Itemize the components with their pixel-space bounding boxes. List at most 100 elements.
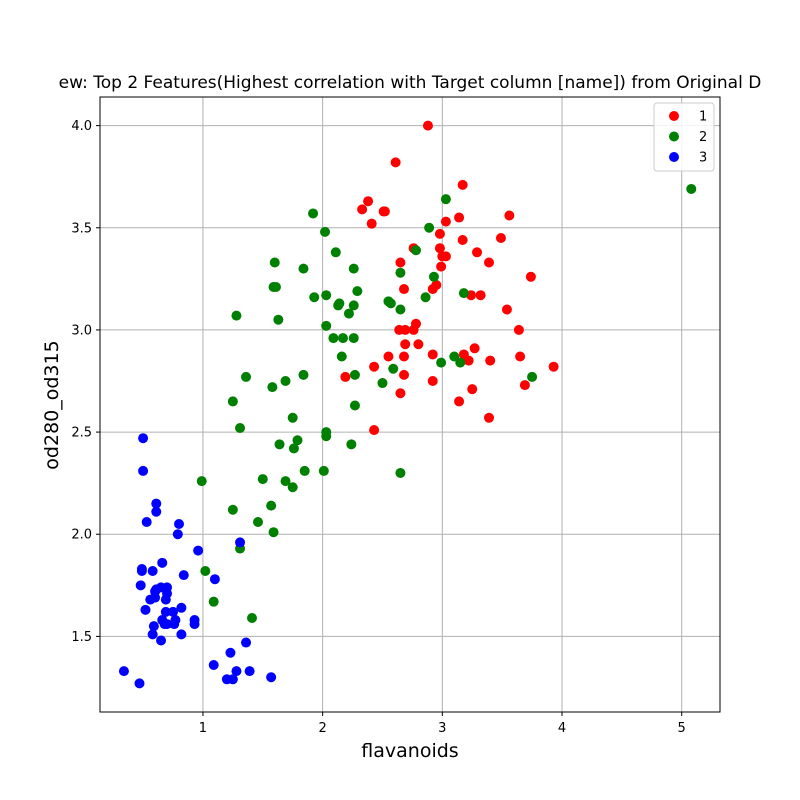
data-point-class-1 xyxy=(399,284,410,295)
data-point-class-2 xyxy=(267,382,278,393)
data-point-class-2 xyxy=(280,476,291,487)
data-point-class-1 xyxy=(399,369,410,380)
legend-marker-1 xyxy=(669,111,679,121)
data-point-class-2 xyxy=(252,516,263,527)
data-point-class-2 xyxy=(348,300,359,311)
y-tick-label: 1.5 xyxy=(71,630,92,645)
data-point-class-3 xyxy=(266,672,277,683)
data-point-class-1 xyxy=(363,196,374,207)
data-point-class-2 xyxy=(274,439,285,450)
data-point-class-2 xyxy=(410,245,421,256)
data-point-class-1 xyxy=(369,361,380,372)
data-point-class-2 xyxy=(235,422,246,433)
data-point-class-2 xyxy=(385,298,396,309)
data-point-class-3 xyxy=(178,570,189,581)
data-point-class-2 xyxy=(280,376,291,387)
data-point-class-1 xyxy=(495,232,506,243)
data-point-class-3 xyxy=(138,433,149,444)
data-point-class-3 xyxy=(176,629,187,640)
data-point-class-2 xyxy=(273,314,284,325)
data-point-class-2 xyxy=(309,292,320,303)
data-point-class-2 xyxy=(449,351,460,362)
data-point-class-3 xyxy=(147,629,158,640)
data-point-class-1 xyxy=(457,179,468,190)
x-tick-label: 1 xyxy=(199,721,207,736)
data-point-class-1 xyxy=(467,384,478,395)
data-point-class-3 xyxy=(135,580,146,591)
data-point-class-3 xyxy=(244,666,255,677)
legend-box xyxy=(653,102,715,172)
data-point-class-2 xyxy=(337,333,348,344)
data-point-class-2 xyxy=(328,333,339,344)
legend-label-2: 2 xyxy=(699,130,707,145)
data-points xyxy=(118,120,697,689)
data-point-class-1 xyxy=(422,120,433,131)
data-point-class-2 xyxy=(343,308,354,319)
data-point-class-2 xyxy=(436,357,447,368)
data-point-class-1 xyxy=(408,324,419,335)
data-point-class-1 xyxy=(366,218,377,229)
y-tick-label: 4.0 xyxy=(71,119,92,134)
data-point-class-1 xyxy=(548,361,559,372)
y-tick-label: 2.5 xyxy=(71,426,92,441)
data-point-class-1 xyxy=(504,210,515,221)
legend-marker-2 xyxy=(669,131,679,142)
data-point-class-3 xyxy=(208,660,219,671)
data-point-class-2 xyxy=(395,467,406,478)
data-point-class-2 xyxy=(458,288,469,299)
data-point-class-2 xyxy=(348,263,359,274)
x-tick-label: 3 xyxy=(438,721,446,736)
data-point-class-2 xyxy=(336,351,347,362)
data-point-class-3 xyxy=(209,574,220,585)
data-point-class-2 xyxy=(348,333,359,344)
data-point-class-2 xyxy=(420,292,431,303)
data-point-class-2 xyxy=(298,263,309,274)
x-tick-label: 5 xyxy=(678,721,686,736)
chart-title: ew: Top 2 Features(Highest correlation w… xyxy=(59,73,762,93)
data-point-class-1 xyxy=(501,304,512,315)
data-point-class-3 xyxy=(225,647,236,658)
data-point-class-2 xyxy=(269,257,280,268)
data-point-class-2 xyxy=(428,271,439,282)
data-point-class-3 xyxy=(231,666,242,677)
data-point-class-3 xyxy=(241,637,252,648)
data-point-class-2 xyxy=(227,396,238,407)
data-point-class-2 xyxy=(395,304,406,315)
data-point-class-3 xyxy=(168,606,179,617)
data-point-class-3 xyxy=(118,666,129,677)
data-point-class-2 xyxy=(308,208,319,219)
data-point-class-3 xyxy=(189,619,200,630)
data-point-class-3 xyxy=(151,506,162,517)
data-point-class-1 xyxy=(519,380,530,391)
data-point-class-3 xyxy=(173,519,184,530)
data-point-class-3 xyxy=(136,566,147,577)
data-point-class-2 xyxy=(321,431,332,442)
data-point-class-1 xyxy=(472,247,483,258)
data-point-class-2 xyxy=(266,500,277,511)
data-point-class-2 xyxy=(321,320,332,331)
data-point-class-1 xyxy=(399,351,410,362)
data-point-class-3 xyxy=(147,566,158,577)
data-point-class-1 xyxy=(434,228,445,239)
data-point-class-2 xyxy=(318,465,329,476)
data-point-class-2 xyxy=(227,504,238,515)
data-point-class-1 xyxy=(413,339,424,350)
data-point-class-3 xyxy=(148,621,159,632)
data-point-class-2 xyxy=(196,476,207,487)
data-point-class-3 xyxy=(140,604,151,615)
data-point-class-2 xyxy=(287,482,298,493)
data-point-class-1 xyxy=(485,355,496,366)
data-point-class-3 xyxy=(176,602,187,613)
data-point-class-2 xyxy=(200,566,211,577)
legend: 1 2 3 xyxy=(653,102,715,172)
data-point-class-3 xyxy=(172,529,183,540)
data-point-class-3 xyxy=(134,678,145,689)
data-point-class-2 xyxy=(208,596,219,607)
data-point-class-2 xyxy=(686,183,697,194)
data-point-class-3 xyxy=(151,498,162,509)
y-axis-label: od280_od315 xyxy=(41,340,63,469)
legend-label-3: 3 xyxy=(699,151,707,166)
data-point-class-2 xyxy=(231,310,242,321)
data-point-class-2 xyxy=(395,267,406,278)
